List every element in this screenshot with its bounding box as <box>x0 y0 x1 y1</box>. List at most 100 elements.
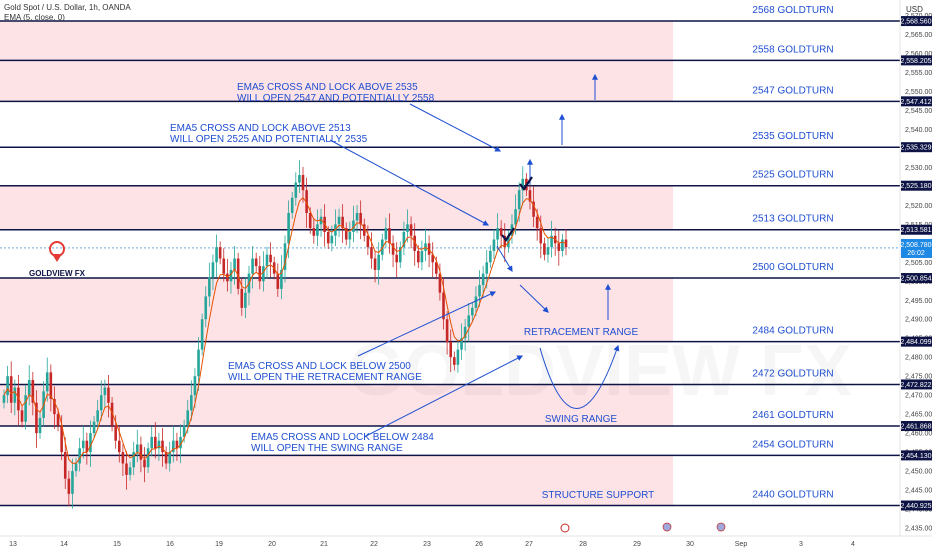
x-tick-label: 16 <box>166 541 174 548</box>
candle-body <box>431 254 435 263</box>
x-tick-label: 22 <box>370 541 378 548</box>
candle-body <box>283 243 287 270</box>
candle-body <box>276 273 280 289</box>
candle-body <box>150 436 154 449</box>
zone-band <box>0 185 673 230</box>
indicator-legend[interactable]: EMA (5, close, 0) <box>4 13 65 22</box>
x-axis[interactable]: 13 14 15 16 19 20 21 22 23 26 27 28 29 30 Sep 3 4 <box>0 535 932 548</box>
annotation-line-1: EMA5 CROSS AND LOCK BELOW 2484 <box>251 432 434 443</box>
zone-band <box>0 278 673 342</box>
candle-body <box>143 459 146 468</box>
candle-body <box>9 376 13 403</box>
event-icons[interactable] <box>560 522 726 533</box>
candle-body <box>380 239 384 255</box>
candle-body <box>539 228 543 244</box>
level-price-tag-text: 2,547.412 <box>900 99 931 106</box>
zone-band <box>0 21 673 102</box>
level-price-tag-text: 2,454.130 <box>900 453 931 460</box>
x-tick-label: 29 <box>633 541 641 548</box>
candle-body <box>31 379 35 403</box>
candle-body <box>49 372 53 399</box>
candle-body <box>330 235 334 244</box>
x-tick-label: 26 <box>475 541 483 548</box>
candle-body <box>456 349 460 365</box>
candle-body <box>319 216 323 225</box>
candle-body <box>99 395 103 411</box>
x-tick-label: 19 <box>215 541 223 548</box>
candle-body <box>186 410 190 426</box>
candle-body <box>532 201 535 217</box>
candle-body <box>20 410 24 422</box>
candle-body <box>391 243 395 255</box>
level-price-tag-text: 2,558.205 <box>900 58 931 65</box>
candle-body <box>190 395 193 411</box>
level-label: 2500 GOLDTURN <box>752 262 833 273</box>
candle-body <box>35 402 38 434</box>
candle-body <box>146 448 150 468</box>
logo-ring-icon <box>49 241 65 257</box>
level-price-tag-text: 2,568.560 <box>900 19 931 26</box>
y-tick-label: 2,480.000 <box>905 355 932 362</box>
candle-body <box>81 440 85 449</box>
annotation-line-2: WILL OPEN THE SWING RANGE <box>251 443 403 454</box>
candle-body <box>492 239 496 251</box>
y-axis[interactable]: 2,570.0002,565.0002,560.0002,555.0002,55… <box>899 0 932 536</box>
candle-body <box>63 452 67 479</box>
candle-body <box>161 440 164 453</box>
candle-body <box>197 349 200 377</box>
candle-body <box>550 235 553 248</box>
candle-body <box>208 277 211 297</box>
candle-body <box>6 376 9 396</box>
level-price-tag <box>901 421 932 432</box>
candle-body <box>168 452 172 464</box>
x-tick-label: 13 <box>9 541 17 548</box>
candle-body <box>298 175 301 183</box>
check-icon <box>501 227 515 242</box>
candle-body <box>366 235 370 248</box>
candle-body <box>218 247 222 259</box>
candle-body <box>2 395 6 403</box>
y-tick-label: 2,460.000 <box>905 431 932 438</box>
candle-body <box>409 224 413 236</box>
candle-body <box>24 395 27 422</box>
lightning-event-icon[interactable] <box>560 523 570 533</box>
level-price-tag <box>901 96 932 107</box>
level-price-tag-text: 2,484.099 <box>900 339 931 346</box>
arrow <box>357 291 497 357</box>
retracement-range-label: RETRACEMENT RANGE <box>524 327 639 338</box>
us-flag-event-icon[interactable] <box>716 522 726 532</box>
y-tick-label: 2,445.000 <box>905 488 932 495</box>
candle-body <box>280 269 283 289</box>
x-tick-label: 28 <box>579 541 587 548</box>
candle-body <box>546 247 550 255</box>
candle-body <box>471 307 474 316</box>
countdown-text: 26:02 <box>907 250 925 257</box>
candle-body <box>499 228 503 236</box>
level-price-tag <box>901 500 932 511</box>
candle-body <box>352 220 355 232</box>
candle-body <box>377 254 380 270</box>
annotation-line-1: EMA5 CROSS AND LOCK ABOVE 2535 <box>237 82 418 93</box>
candle-body <box>262 266 265 282</box>
check-icon <box>519 176 533 191</box>
x-tick-label: Sep <box>735 541 748 548</box>
candle-body <box>211 262 215 278</box>
annotation-line-1: EMA5 CROSS AND LOCK ABOVE 2513 <box>170 123 351 134</box>
candle-body <box>398 247 402 263</box>
candle-body <box>229 269 233 282</box>
level-price-tag-text: 2,440.925 <box>900 503 931 510</box>
candle-body <box>53 398 56 415</box>
candle-body <box>121 452 125 464</box>
candle-body <box>514 209 517 225</box>
candle-body <box>27 379 31 396</box>
candle-body <box>521 178 525 191</box>
arrows <box>329 73 620 438</box>
y-tick-label: 2,565.000 <box>905 32 932 39</box>
y-tick-label: 2,520.000 <box>905 203 932 210</box>
candle-body <box>110 402 114 426</box>
us-flag-event-icon[interactable] <box>662 522 672 532</box>
x-tick-label: 27 <box>525 541 533 548</box>
goldview-logo: GOLDVIEW FX <box>29 241 86 278</box>
swing-curve-arrow <box>539 344 620 409</box>
